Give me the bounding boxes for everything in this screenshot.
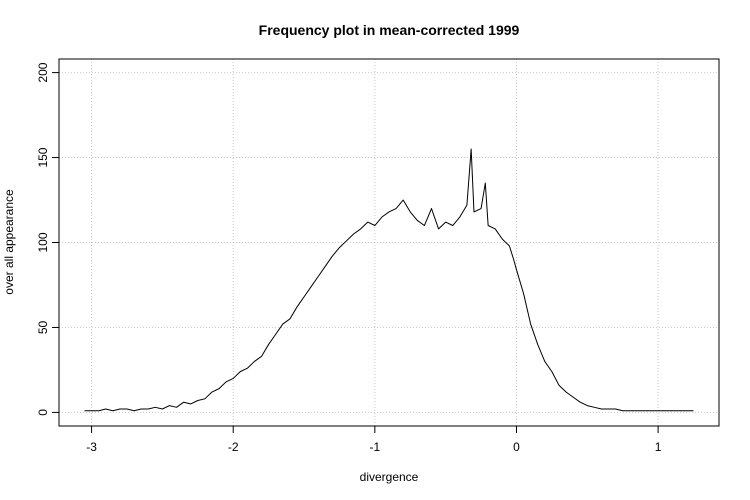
- x-tick-label-2: -1: [370, 440, 381, 454]
- y-tick-label-3: 150: [36, 147, 50, 167]
- y-axis-label: over all appearance: [2, 189, 16, 295]
- y-tick-label-4: 200: [36, 62, 50, 82]
- y-tick-label-2: 100: [36, 232, 50, 252]
- chart-title: Frequency plot in mean-corrected 1999: [259, 22, 520, 38]
- y-tick-label-0: 0: [36, 409, 50, 416]
- x-tick-label-4: 1: [655, 440, 662, 454]
- x-tick-label-1: -2: [228, 440, 239, 454]
- series-line-0: [84, 148, 694, 412]
- y-tick-label-1: 50: [36, 320, 50, 334]
- y-axis: 0 50 100 150 200: [36, 62, 59, 416]
- x-tick-label-3: 0: [513, 440, 520, 454]
- x-axis: -3 -2 -1 0 1: [86, 426, 662, 454]
- series-group: [84, 148, 694, 412]
- x-axis-label: divergence: [360, 470, 419, 484]
- x-tick-label-0: -3: [86, 440, 97, 454]
- grid: [59, 59, 719, 426]
